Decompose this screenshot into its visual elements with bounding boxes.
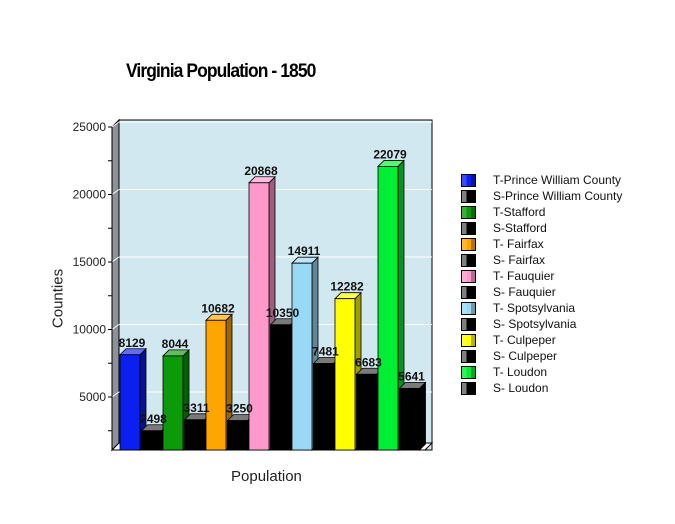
legend-item: S- Spotsylvania [461, 316, 622, 332]
legend-swatch [461, 221, 476, 235]
y-axis: 5000 10000 15000 20000 25000 [73, 120, 113, 450]
legend-item: S-Prince William County [461, 188, 622, 204]
legend: T-Prince William County S-Prince William … [461, 172, 622, 396]
value-label: 7481 [312, 345, 339, 359]
legend-item: T- Fauquier [461, 268, 622, 284]
value-label: 3311 [183, 401, 209, 415]
value-label: 6683 [355, 355, 382, 369]
legend-swatch [461, 285, 476, 299]
bar [398, 381, 427, 451]
legend-item: S- Fairfax [461, 252, 622, 268]
value-label: 3250 [226, 402, 253, 416]
legend-item: T- Loudon [461, 364, 622, 380]
legend-label: S-Stafford [493, 221, 547, 235]
legend-label: T- Fauquier [493, 269, 555, 283]
value-label: 22079 [373, 147, 407, 161]
legend-label: S- Spotsylvania [493, 317, 577, 331]
value-label: 2498 [140, 412, 167, 426]
legend-item: S- Culpeper [461, 348, 622, 364]
legend-item: S- Fauquier [461, 284, 622, 300]
legend-label: T- Loudon [493, 365, 548, 379]
legend-label: T-Prince William County [493, 173, 622, 187]
legend-swatch [461, 253, 476, 267]
value-label: 5641 [398, 369, 425, 383]
bar [205, 313, 233, 451]
legend-swatch [461, 189, 476, 203]
legend-swatch [461, 381, 476, 395]
legend-label: T-Stafford [493, 205, 546, 219]
value-label: 20868 [244, 164, 278, 178]
legend-swatch [461, 237, 476, 251]
chart-title: Virginia Population - 1850 [126, 61, 316, 82]
legend-item: T-Prince William County [461, 172, 622, 188]
legend-label: T- Fairfax [493, 237, 544, 251]
y-tick-label: 15000 [73, 255, 107, 269]
legend-swatch [461, 333, 476, 347]
value-label: 10682 [201, 301, 235, 315]
y-tick-label: 10000 [73, 323, 107, 337]
legend-item: T- Spotsylvania [461, 300, 622, 316]
bar [377, 159, 405, 451]
legend-swatch [461, 173, 476, 187]
legend-label: S- Loudon [493, 381, 549, 395]
y-tick-label: 5000 [79, 390, 106, 404]
legend-item: S-Stafford [461, 220, 622, 236]
legend-label: S- Fauquier [493, 285, 556, 299]
value-label: 14911 [288, 244, 321, 258]
legend-item: T- Fairfax [461, 236, 622, 252]
legend-swatch [461, 349, 476, 363]
legend-swatch [461, 301, 476, 315]
y-tick-label: 25000 [73, 120, 107, 134]
legend-item: S- Loudon [461, 380, 622, 396]
bar [291, 256, 319, 451]
left-wall [111, 118, 120, 452]
legend-item: T- Culpeper [461, 332, 622, 348]
bar [119, 347, 147, 451]
value-label: 12282 [330, 280, 364, 294]
legend-label: S- Culpeper [493, 349, 558, 363]
value-labels: 8129 2498 8044 3311 10682 3250 20868 10350 14911… [119, 147, 426, 425]
y-tick-label: 20000 [73, 188, 107, 202]
legend-item: T-Stafford [461, 204, 622, 220]
legend-swatch [461, 365, 476, 379]
legend-swatch [461, 205, 476, 219]
legend-swatch [461, 269, 476, 283]
legend-label: T- Culpeper [493, 333, 556, 347]
value-label: 8129 [119, 336, 146, 350]
legend-swatch [461, 317, 476, 331]
legend-label: S-Prince William County [493, 189, 623, 203]
x-axis-label: Population [231, 468, 302, 485]
value-label: 10350 [266, 306, 300, 320]
legend-label: S- Fairfax [493, 253, 546, 267]
bars [119, 159, 427, 451]
value-label: 8044 [162, 337, 189, 351]
legend-label: T- Spotsylvania [493, 301, 576, 315]
